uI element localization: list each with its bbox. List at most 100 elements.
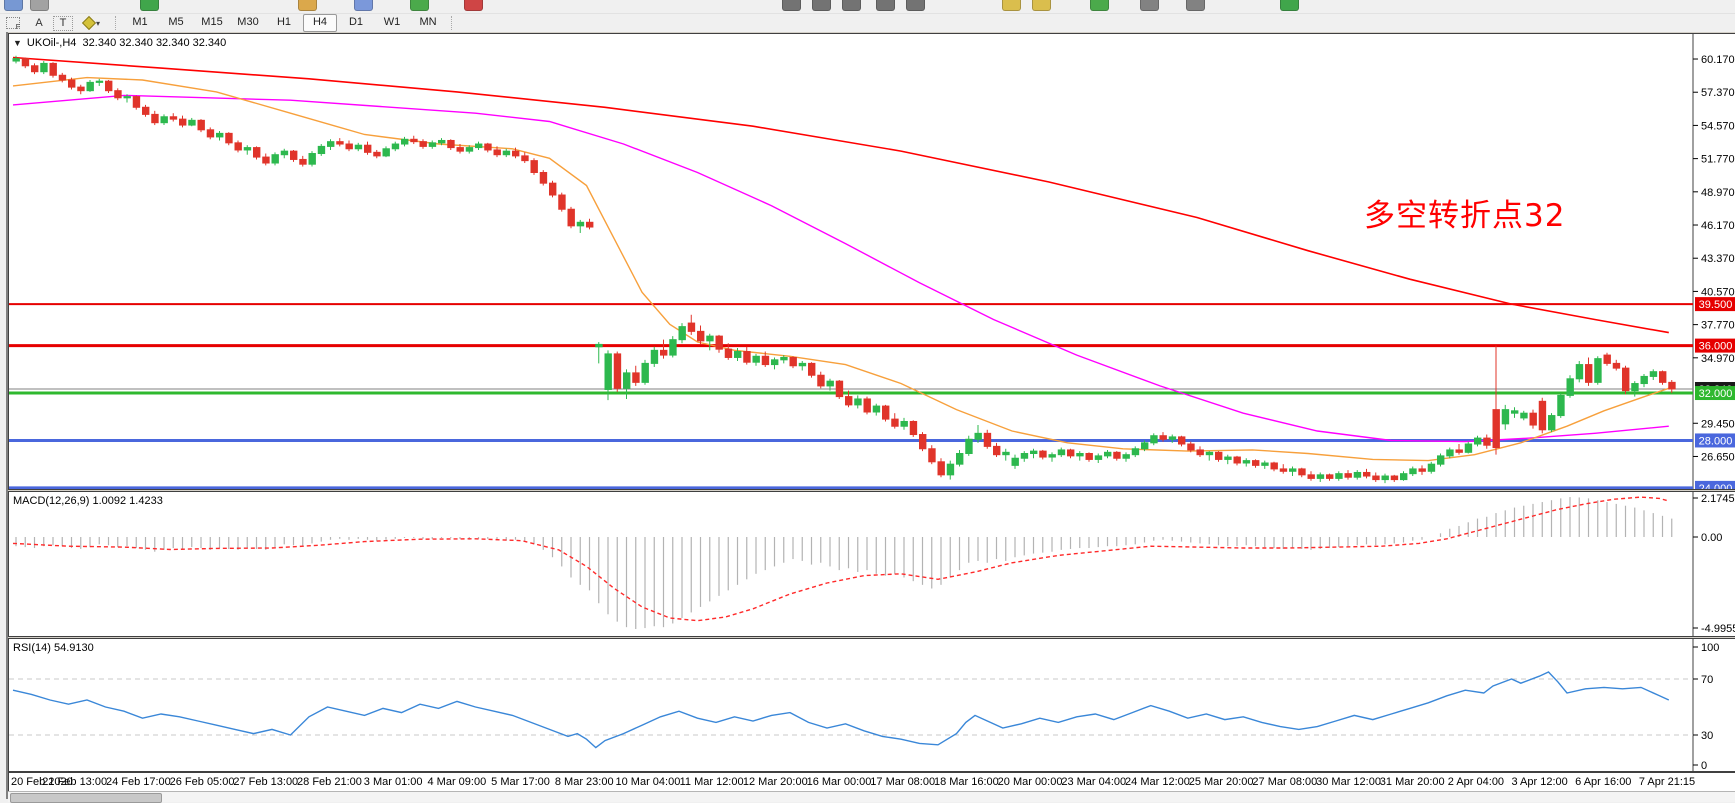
candle-body: [771, 359, 779, 366]
line-chart-icon[interactable]: [842, 0, 861, 11]
candle-body: [1326, 474, 1334, 479]
rsi-tick-label: 70: [1701, 674, 1713, 686]
templates-icon[interactable]: [1186, 0, 1205, 11]
candle-body: [993, 445, 1001, 456]
candle-body: [142, 106, 150, 115]
time-axis-label: 3 Mar 01:00: [363, 776, 423, 788]
indicators-icon[interactable]: [1090, 0, 1109, 11]
time-axis[interactable]: 20 Feb 2020 21 Feb 13:00 24 Feb 17:00 26 Fe…: [8, 771, 1735, 793]
macd-label: MACD(12,26,9) 1.0092 1.4233: [13, 495, 163, 507]
period-button-m30[interactable]: M30: [237, 16, 259, 28]
candle-body: [724, 348, 733, 358]
candle-body: [965, 438, 973, 455]
toolbar-separator: [115, 16, 117, 30]
candle-body: [808, 362, 816, 376]
candlestick-chart-icon[interactable]: [812, 0, 831, 11]
candle-body: [465, 147, 474, 152]
macd-panel[interactable]: MACD(12,26,9) 1.0092 1.4233 2.1745 0.00 -4…: [8, 491, 1735, 637]
stop-icon[interactable]: [464, 0, 483, 11]
time-axis-label: 24 Feb 17:00: [105, 776, 171, 788]
candlestick-chart[interactable]: 60.170 57.370 54.570 51.770 48.970 46.170 43.3…: [9, 34, 1735, 489]
period-button-mn[interactable]: MN: [419, 16, 437, 28]
period-button-m1[interactable]: M1: [132, 16, 148, 28]
price-tick-label: 37.770: [1701, 320, 1735, 332]
time-axis-label: 25 Mar 20:00: [1188, 776, 1254, 788]
time-axis-label: 20 Feb 2020: [11, 776, 73, 788]
chevron-down-icon[interactable]: ▼: [13, 38, 22, 48]
candle-body: [1520, 412, 1528, 419]
bar-chart-icon[interactable]: [782, 0, 801, 11]
candle-body: [983, 432, 992, 447]
scrollbar-thumb[interactable]: [10, 793, 162, 803]
add-indicator-icon[interactable]: [1280, 0, 1299, 11]
chart-window-icon[interactable]: [4, 0, 23, 11]
candle-body: [1159, 435, 1167, 440]
arrows-tool[interactable]: ▾: [75, 15, 109, 31]
price-tick-label: 34.970: [1701, 353, 1735, 365]
grid-tool-icon[interactable]: F: [1, 15, 25, 31]
period-button-m15[interactable]: M15: [201, 16, 223, 28]
time-axis-label: 27 Feb 13:00: [233, 776, 299, 788]
main-chart-panel[interactable]: ▼ UKOil-,H4 32.340 32.340 32.340 32.340 …: [8, 33, 1735, 490]
price-tick-label: 40.570: [1701, 286, 1735, 298]
rsi-tick-label: 30: [1701, 730, 1713, 742]
period-button-m5[interactable]: M5: [168, 16, 184, 28]
price-tick-label: 43.370: [1701, 253, 1735, 265]
candle-body: [909, 420, 918, 436]
text-label-tool[interactable]: A: [35, 17, 43, 29]
periods-icon[interactable]: [1140, 0, 1159, 11]
period-button-group: M1 M5 M15 M30 H1 H4 D1 W1 MN: [122, 14, 446, 32]
zoom-in-icon[interactable]: [876, 0, 895, 11]
candle-body: [438, 139, 446, 144]
candle-body: [1270, 462, 1278, 470]
candle-body: [1603, 354, 1611, 364]
zoom-out-icon[interactable]: [906, 0, 925, 11]
price-tick-label: 26.650: [1701, 451, 1735, 463]
candle-body: [475, 143, 483, 149]
grid-glyph: F: [6, 17, 20, 31]
period-button-w1[interactable]: W1: [383, 16, 401, 28]
candle-body: [1316, 474, 1325, 479]
grid-glyph-letter: F: [15, 24, 20, 31]
candle-body: [697, 330, 705, 342]
candle-body: [1011, 457, 1019, 466]
candle-body: [1030, 450, 1038, 455]
candle-body: [1067, 449, 1075, 457]
time-axis-label: 3 Apr 12:00: [1511, 776, 1568, 788]
navigator-icon[interactable]: [354, 0, 373, 11]
candle-body: [734, 351, 742, 358]
autotrading-icon[interactable]: [410, 0, 429, 11]
time-axis-label: 16 Mar 00:00: [806, 776, 872, 788]
candle-body: [882, 405, 890, 420]
chevron-down-icon: ▾: [95, 18, 100, 28]
period-button-d1[interactable]: D1: [348, 16, 364, 28]
candle-body: [493, 149, 501, 156]
time-axis-label: 12 Mar 20:00: [742, 776, 808, 788]
rsi-panel[interactable]: RSI(14) 54.9130 100 70 30 0: [8, 638, 1735, 772]
candle-body: [327, 141, 335, 147]
price-badge: [1695, 297, 1735, 312]
chart-shell: ▼ UKOil-,H4 32.340 32.340 32.340 32.340 …: [6, 32, 1735, 803]
zoom-icon[interactable]: [30, 0, 49, 11]
candle-body: [1659, 371, 1667, 383]
text-tool[interactable]: T: [53, 15, 73, 31]
candle-body: [58, 74, 67, 81]
auto-scroll-icon[interactable]: [1002, 0, 1021, 11]
candle-body: [1178, 436, 1186, 445]
horizontal-scrollbar[interactable]: [8, 791, 1735, 803]
period-button-h1[interactable]: H1: [276, 16, 292, 28]
time-axis-label: 27 Mar 08:00: [1252, 776, 1318, 788]
chart-shift-icon[interactable]: [1032, 0, 1051, 11]
alert-icon[interactable]: [298, 0, 317, 11]
candle-body: [1594, 358, 1602, 383]
candle-body: [364, 144, 372, 153]
candle-body: [761, 355, 770, 366]
time-axis-label: 4 Mar 09:00: [427, 776, 487, 788]
time-axis-label: 20 Mar 00:00: [997, 776, 1063, 788]
period-button-h4[interactable]: H4: [303, 14, 337, 32]
price-badge-label: 39.500: [1699, 299, 1733, 311]
annotation-text[interactable]: 多空转折点32: [1364, 198, 1566, 234]
candle-body: [1085, 453, 1093, 460]
candle-body: [1307, 474, 1315, 479]
new-order-icon[interactable]: [140, 0, 159, 11]
